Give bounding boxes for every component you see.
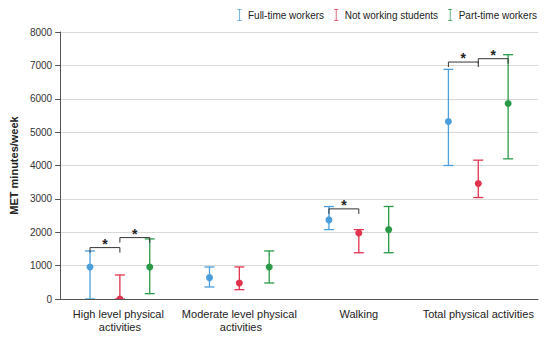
svg-text:3000: 3000 xyxy=(30,193,53,204)
svg-text:*: * xyxy=(461,50,467,66)
svg-text:4000: 4000 xyxy=(30,160,53,171)
svg-text:Moderate level physical: Moderate level physical xyxy=(182,308,297,320)
svg-text:*: * xyxy=(341,197,347,213)
svg-text:8000: 8000 xyxy=(30,27,53,38)
svg-text:activities: activities xyxy=(217,321,263,333)
svg-text:0: 0 xyxy=(47,294,53,305)
svg-text:Not working students: Not working students xyxy=(345,10,438,21)
svg-text:MET minutes/week: MET minutes/week xyxy=(8,115,20,214)
svg-text:*: * xyxy=(490,47,496,63)
svg-text:High level physical: High level physical xyxy=(73,308,167,320)
svg-text:*: * xyxy=(132,226,138,242)
svg-text:2000: 2000 xyxy=(30,227,53,238)
svg-text:1000: 1000 xyxy=(30,260,53,271)
svg-text:Walking: Walking xyxy=(339,308,378,320)
svg-text:7000: 7000 xyxy=(30,60,53,71)
svg-text:activities: activities xyxy=(99,321,142,333)
svg-text:6000: 6000 xyxy=(30,93,53,104)
svg-text:Part-time workers: Part-time workers xyxy=(459,10,537,21)
svg-text:Full-time workers: Full-time workers xyxy=(248,10,324,21)
svg-text:5000: 5000 xyxy=(30,127,53,138)
svg-text:Total physical activities: Total physical activities xyxy=(423,308,535,320)
svg-text:*: * xyxy=(102,236,108,252)
